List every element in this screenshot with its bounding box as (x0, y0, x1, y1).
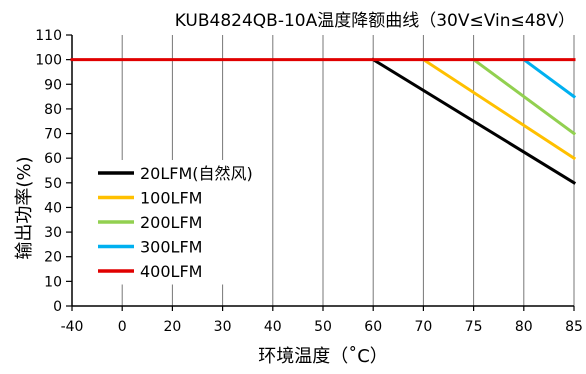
y-tick-label: 90 (44, 77, 62, 93)
legend-label: 20LFM(自然风) (140, 164, 253, 183)
y-tick-label: 110 (35, 28, 62, 44)
x-axis-label: 环境温度（˚C） (258, 346, 388, 367)
tick-labels: 0 10 20 30 40 50 60 70 80 90 100 110 -40 0 20 30 40 50 60 7… (35, 28, 583, 335)
y-tick-label: 30 (44, 225, 62, 241)
x-tick-label: 75 (465, 319, 483, 335)
y-tick-label: 0 (53, 299, 62, 315)
x-tick-label: -40 (61, 319, 84, 335)
legend-label: 400LFM (140, 262, 202, 281)
legend-label: 100LFM (140, 189, 202, 208)
x-tick-label: 30 (214, 319, 232, 335)
x-tick-label: 60 (364, 319, 382, 335)
series-line (421, 57, 577, 161)
x-tick-label: 0 (118, 319, 127, 335)
y-tick-label: 10 (44, 274, 62, 290)
legend-label: 200LFM (140, 213, 202, 232)
x-tick-label: 70 (414, 319, 432, 335)
series-line (521, 57, 577, 99)
chart-title: KUB4824QB-10A温度降额曲线（30V≤Vin≤48V） (175, 11, 575, 31)
x-tick-label: 85 (565, 319, 583, 335)
grid (121, 35, 575, 306)
y-tick-label: 100 (35, 53, 62, 69)
y-tick-label: 20 (44, 250, 62, 266)
x-tick-label: 80 (515, 319, 533, 335)
x-tick-label: 20 (163, 319, 181, 335)
series-line (471, 57, 577, 136)
y-tick-label: 60 (44, 151, 62, 167)
y-tick-label: 80 (44, 102, 62, 118)
y-tick-label: 70 (44, 127, 62, 143)
x-tick-label: 40 (264, 319, 282, 335)
y-axis-label: 输出功率(%) (14, 156, 35, 259)
series-line (371, 57, 577, 185)
y-tick-label: 40 (44, 200, 62, 216)
x-tick-label: 50 (314, 319, 332, 335)
series-lines (70, 57, 577, 185)
legend: 20LFM(自然风) 100LFM 200LFM 300LFM 400LFM (92, 160, 272, 285)
legend-label: 300LFM (140, 238, 202, 257)
y-tick-label: 50 (44, 176, 62, 192)
